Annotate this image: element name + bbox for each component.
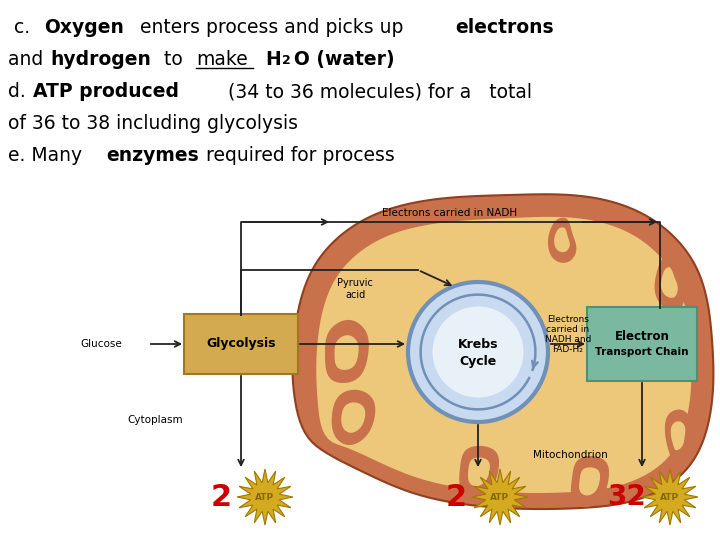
Text: 2: 2 xyxy=(211,483,232,511)
Polygon shape xyxy=(554,227,570,252)
Text: ATP: ATP xyxy=(256,492,274,502)
Text: FAD-H₂: FAD-H₂ xyxy=(552,346,583,354)
Text: Glycolysis: Glycolysis xyxy=(206,338,276,350)
Text: of 36 to 38 including glycolysis: of 36 to 38 including glycolysis xyxy=(8,114,298,133)
Text: enters process and picks up: enters process and picks up xyxy=(134,18,410,37)
Text: electrons: electrons xyxy=(455,18,554,37)
Text: Oxygen: Oxygen xyxy=(44,18,124,37)
Text: ATP: ATP xyxy=(660,492,680,502)
Text: 2: 2 xyxy=(282,54,291,67)
Text: Electrons: Electrons xyxy=(547,315,589,325)
Polygon shape xyxy=(335,335,359,370)
Text: ATP produced: ATP produced xyxy=(33,82,179,101)
Text: hydrogen: hydrogen xyxy=(50,50,151,69)
Polygon shape xyxy=(472,469,528,525)
Text: enzymes: enzymes xyxy=(106,146,199,165)
Text: Krebs: Krebs xyxy=(458,338,498,350)
Text: required for process: required for process xyxy=(200,146,395,165)
Text: and: and xyxy=(8,50,49,69)
Text: Pyruvic: Pyruvic xyxy=(337,278,373,288)
Text: NADH and: NADH and xyxy=(545,335,591,345)
Circle shape xyxy=(433,307,523,397)
Text: c.: c. xyxy=(8,18,36,37)
Polygon shape xyxy=(661,267,678,298)
Text: (34 to 36 molecules) for a   total: (34 to 36 molecules) for a total xyxy=(222,82,532,101)
Polygon shape xyxy=(341,402,365,433)
Polygon shape xyxy=(237,469,293,525)
Polygon shape xyxy=(579,467,600,495)
Polygon shape xyxy=(468,457,490,486)
Polygon shape xyxy=(654,255,685,311)
FancyBboxPatch shape xyxy=(184,314,298,374)
Text: Glucose: Glucose xyxy=(80,339,122,349)
Text: Mitochondrion: Mitochondrion xyxy=(533,450,608,460)
Text: make: make xyxy=(196,50,248,69)
Text: 2: 2 xyxy=(446,483,467,511)
Text: ATP: ATP xyxy=(490,492,510,502)
Text: Cytoplasm: Cytoplasm xyxy=(127,415,183,425)
Text: Transport Chain: Transport Chain xyxy=(595,347,689,357)
Polygon shape xyxy=(325,320,369,383)
Text: acid: acid xyxy=(345,290,365,300)
Text: to: to xyxy=(158,50,189,69)
Text: Cycle: Cycle xyxy=(459,355,497,368)
FancyBboxPatch shape xyxy=(587,307,697,381)
Text: H: H xyxy=(265,50,281,69)
Text: d.: d. xyxy=(8,82,32,101)
Polygon shape xyxy=(671,421,685,450)
Text: e. Many: e. Many xyxy=(8,146,88,165)
Text: Electron: Electron xyxy=(615,329,670,342)
Circle shape xyxy=(408,282,548,422)
Polygon shape xyxy=(459,446,499,498)
Polygon shape xyxy=(642,469,698,525)
Text: 32: 32 xyxy=(607,483,646,511)
Polygon shape xyxy=(571,456,609,507)
Polygon shape xyxy=(548,218,577,263)
Text: carried in: carried in xyxy=(546,326,590,334)
Polygon shape xyxy=(316,217,691,493)
Polygon shape xyxy=(665,409,691,462)
Text: O (water): O (water) xyxy=(294,50,395,69)
Text: Electrons carried in NADH: Electrons carried in NADH xyxy=(382,208,518,218)
Polygon shape xyxy=(332,390,375,445)
Polygon shape xyxy=(292,194,714,509)
